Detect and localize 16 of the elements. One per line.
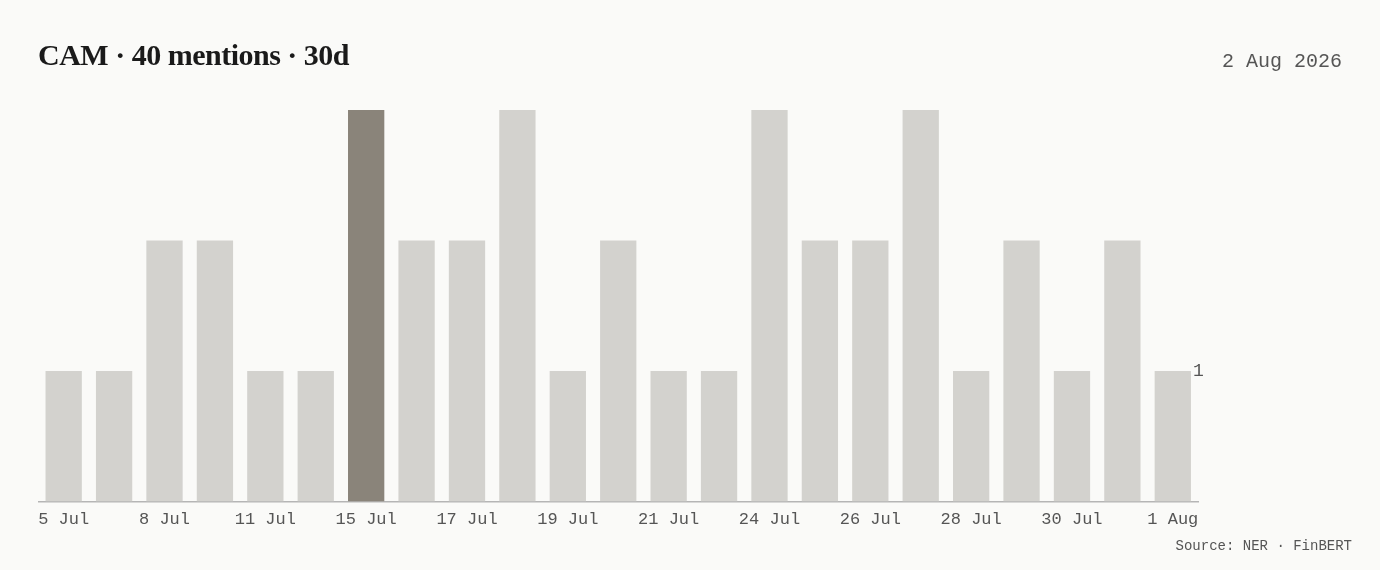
x-tick-label: 8 Jul <box>139 510 191 530</box>
text: 2 Aug 2026 <box>1221 50 1342 73</box>
x-tick-label: 1 Aug <box>1147 510 1199 530</box>
x-tick-label: 19 Jul <box>537 510 599 530</box>
x-tick-label: 21 Jul <box>638 510 700 530</box>
x-tick-label: 28 Jul <box>940 510 1002 530</box>
source-note: Source: NER · FinBERT <box>1175 538 1352 554</box>
data-label: 1 <box>1192 360 1204 381</box>
x-tick-label: 17 Jul <box>436 510 498 530</box>
x-tick-label: 24 Jul <box>738 510 801 530</box>
x-tick-label: 11 Jul <box>234 510 296 530</box>
x-tick-label: 26 Jul <box>839 510 901 530</box>
x-tick-label: 30 Jul <box>1041 510 1103 530</box>
x-tick-label: 5 Jul <box>38 510 90 530</box>
x-tick-label: 15 Jul <box>335 510 397 530</box>
chart-title: CAM · 40 mentions · 30d <box>38 38 350 72</box>
